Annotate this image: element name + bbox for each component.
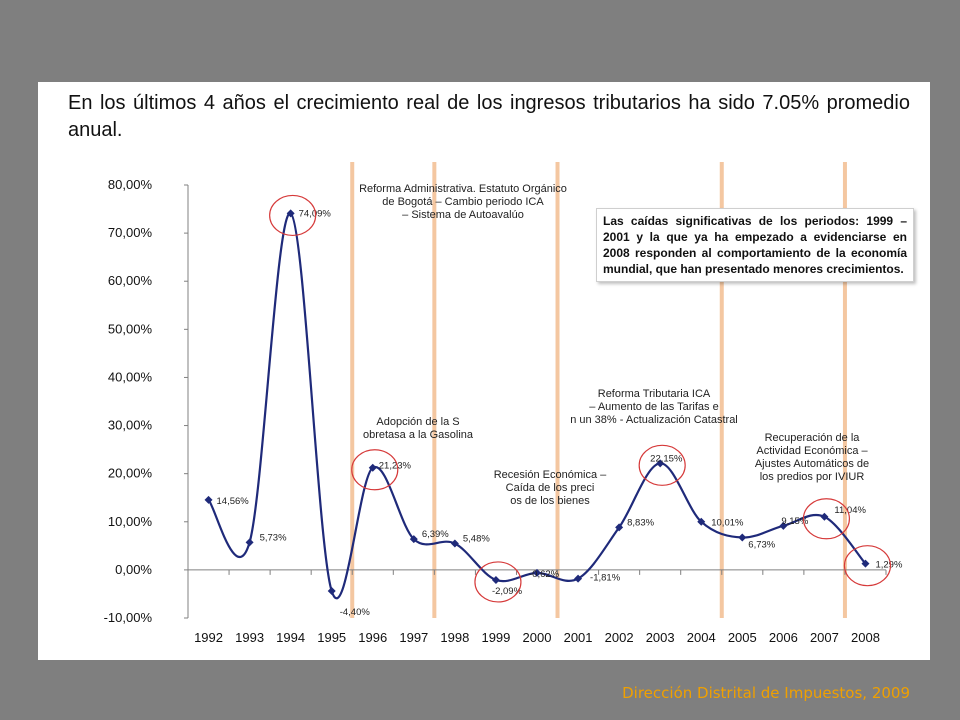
data-label: 11,04%	[834, 505, 866, 516]
y-tick-label: -10,00%	[104, 610, 153, 625]
x-tick-label: 1998	[440, 630, 469, 645]
highlight-circle	[638, 444, 686, 486]
highlight-circle	[474, 561, 522, 603]
x-tick-label: 2001	[564, 630, 593, 645]
annotation-line: Adopción de la S	[376, 416, 459, 428]
annotation-line: los predios por IVIUR	[760, 471, 865, 483]
x-tick-label: 2000	[523, 630, 552, 645]
data-point	[327, 587, 336, 596]
annotation-text: Recesión Económica – Caída de los preci os…	[494, 469, 607, 507]
footer-credit: Dirección Distrital de Impuestos, 2009	[622, 684, 910, 702]
x-tick-label: 1999	[481, 630, 510, 645]
x-tick-label: 2005	[728, 630, 757, 645]
data-point	[491, 575, 500, 584]
annotation-line: Reforma Tributaria ICA	[598, 388, 711, 400]
highlight-circle	[843, 545, 892, 587]
x-tick-label: 1996	[358, 630, 387, 645]
annotation-text: Recuperación de la Actividad Económica – A…	[755, 432, 869, 483]
data-point	[409, 535, 418, 544]
annotations: Reforma Administrativa. Estatuto Orgánic…	[359, 183, 869, 507]
slide-headline: En los últimos 4 años el crecimiento rea…	[68, 92, 910, 141]
data-label: 6,73%	[748, 540, 775, 551]
data-label: 5,48%	[463, 534, 490, 545]
annotation-line: obretasa a la Gasolina	[363, 429, 474, 441]
data-point	[820, 512, 829, 521]
x-tick-label: 1994	[276, 630, 305, 645]
highlight-circle	[351, 449, 399, 491]
annotation-line: Ajustes Automáticos de	[755, 458, 869, 470]
data-label: 21,23%	[379, 461, 412, 472]
y-tick-label: 50,00%	[108, 321, 153, 336]
annotation-line: n un 38% - Actualización Catastral	[570, 414, 738, 426]
data-label: -1,81%	[590, 573, 621, 584]
data-point	[779, 521, 788, 530]
y-tick-label: 10,00%	[108, 514, 153, 529]
data-point	[738, 533, 747, 542]
annotation-line: Reforma Administrativa. Estatuto Orgánic…	[359, 183, 567, 195]
chart-axes: -10,00% 0,00% 10,00% 20,00% 30,00% 40,00% 50,0…	[104, 177, 887, 645]
data-point	[656, 459, 665, 468]
data-point	[245, 538, 254, 547]
annotation-line: – Aumento de las Tarifas e	[589, 401, 718, 413]
data-label: 8,83%	[627, 517, 654, 528]
data-label: 14,56%	[217, 496, 250, 507]
y-tick-label: 80,00%	[108, 177, 153, 192]
data-point	[533, 568, 541, 577]
y-tick-label: 30,00%	[108, 418, 153, 433]
data-point	[368, 463, 377, 472]
y-tick-label: 60,00%	[108, 273, 153, 288]
data-point	[861, 559, 870, 568]
data-label: -2,09%	[492, 586, 523, 597]
annotation-line: Actividad Económica –	[756, 445, 868, 457]
x-tick-label: 2007	[810, 630, 839, 645]
x-tick-label: 2008	[851, 630, 880, 645]
data-point	[450, 539, 459, 548]
x-tick-label: 2006	[769, 630, 798, 645]
y-tick-label: 20,00%	[108, 466, 153, 481]
y-tick-label: 40,00%	[108, 369, 153, 384]
annotation-line: de Bogotá – Cambio periodo ICA	[382, 196, 544, 208]
data-label: 1,29%	[875, 560, 902, 571]
annotation-text: Reforma Tributaria ICA – Aumento de las T…	[570, 388, 738, 426]
x-tick-label: 1993	[235, 630, 264, 645]
y-tick-label: 70,00%	[108, 225, 153, 240]
line-chart: -10,00% 0,00% 10,00% 20,00% 30,00% 40,00% 50,0…	[104, 162, 903, 645]
annotation-line: Caída de los preci	[506, 482, 595, 494]
data-label: 5,73%	[260, 532, 287, 543]
x-tick-label: 2004	[687, 630, 716, 645]
highlight-circles	[269, 194, 892, 603]
data-label: 10,01%	[711, 518, 744, 529]
data-label: -0,62%	[529, 569, 560, 580]
data-point	[697, 517, 706, 526]
y-tick-label: 0,00%	[115, 562, 152, 577]
data-point	[574, 574, 583, 583]
x-tick-label: 1992	[194, 630, 223, 645]
annotation-line: – Sistema de Autoavalúo	[402, 209, 524, 221]
annotation-line: Recesión Económica –	[494, 469, 607, 481]
data-label: -4,40%	[340, 607, 371, 618]
data-label: 9,15%	[781, 516, 808, 527]
data-label: 22,15%	[650, 453, 683, 464]
x-tick-label: 1997	[399, 630, 428, 645]
x-tick-label: 2002	[605, 630, 634, 645]
x-tick-label: 2003	[646, 630, 675, 645]
series-line: 14,56%5,73%74,09%-4,40%21,23%6,39% 5,48%-…	[204, 208, 903, 618]
callout-box: Las caídas significativas de los periodo…	[596, 208, 914, 282]
highlight-circle	[269, 194, 317, 237]
data-point	[204, 495, 213, 504]
data-label: 6,39%	[422, 529, 449, 540]
annotation-text: Reforma Administrativa. Estatuto Orgánic…	[359, 183, 567, 221]
data-point	[286, 209, 295, 218]
highlight-circle	[802, 498, 851, 540]
annotation-line: os de los bienes	[510, 495, 590, 507]
annotation-line: Recuperación de la	[765, 432, 861, 444]
slide: -10,00% 0,00% 10,00% 20,00% 30,00% 40,00% 50,0…	[38, 82, 930, 660]
x-tick-label: 1995	[317, 630, 346, 645]
data-point	[615, 523, 624, 532]
